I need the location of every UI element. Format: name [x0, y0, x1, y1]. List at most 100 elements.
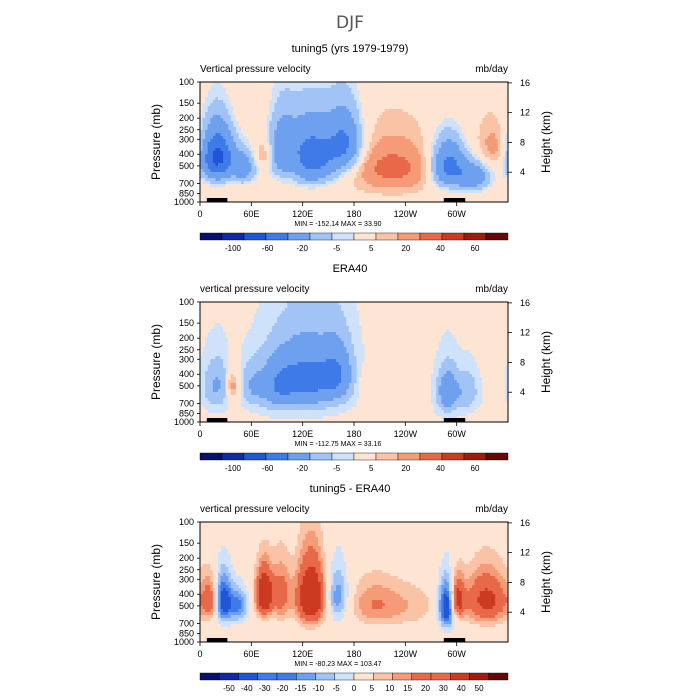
- contour-cell: [343, 154, 347, 158]
- contour-cell: [248, 130, 252, 134]
- contour-cell: [233, 199, 237, 202]
- contour-cell: [459, 151, 463, 155]
- contour-cell: [359, 154, 363, 158]
- contour-cell: [366, 169, 370, 173]
- contour-cell: [354, 163, 357, 167]
- contour-cell: [410, 100, 414, 104]
- contour-cell: [451, 160, 455, 164]
- contour-cell: [253, 199, 257, 202]
- contour-cell: [323, 130, 327, 134]
- colorbar-label: 40: [436, 244, 445, 253]
- contour-cell: [466, 184, 470, 188]
- contour-cell: [305, 130, 309, 134]
- contour-cell: [425, 106, 429, 110]
- contour-cell: [274, 142, 278, 146]
- contour-cell: [410, 148, 414, 152]
- contour-cell: [505, 193, 508, 197]
- contour-cell: [371, 196, 375, 200]
- contour-cell: [320, 151, 324, 155]
- contour-cell: [497, 130, 501, 134]
- contour-cell: [490, 106, 493, 110]
- contour-cell: [330, 139, 334, 143]
- contour-cell: [464, 85, 468, 89]
- contour-cell: [405, 302, 409, 306]
- contour-cell: [330, 302, 334, 306]
- contour-cell: [415, 139, 419, 143]
- contour-cell: [233, 154, 237, 158]
- contour-cell: [312, 142, 316, 146]
- contour-cell: [282, 103, 286, 107]
- contour-cell: [341, 302, 345, 306]
- contour-cell: [371, 100, 375, 104]
- contour-cell: [297, 139, 301, 143]
- contour-cell: [341, 115, 345, 119]
- contour-cell: [253, 193, 257, 197]
- contour-cell: [302, 178, 306, 182]
- contour-cell: [497, 88, 501, 92]
- contour-cell: [454, 160, 458, 164]
- contour-cell: [261, 115, 265, 119]
- contour-cell: [348, 130, 352, 134]
- contour-cell: [253, 82, 257, 86]
- contour-cell: [366, 193, 370, 197]
- contour-cell: [384, 181, 388, 185]
- contour-cell: [220, 148, 224, 152]
- contour-cell: [202, 136, 206, 140]
- contour-cell: [392, 151, 396, 155]
- contour-cell: [505, 163, 508, 167]
- contour-cell: [461, 151, 465, 155]
- contour-cell: [300, 199, 304, 202]
- contour-cell: [348, 91, 352, 95]
- contour-cell: [361, 178, 365, 182]
- contour-cell: [210, 82, 214, 86]
- contour-cell: [387, 193, 391, 197]
- contour-cell: [428, 199, 432, 202]
- contour-cell: [354, 169, 357, 173]
- contour-cell: [423, 163, 427, 167]
- contour-cell: [492, 106, 496, 110]
- contour-cell: [289, 184, 293, 188]
- contour-cell: [405, 97, 409, 101]
- contour-cell: [202, 178, 206, 182]
- contour-cell: [456, 157, 460, 161]
- contour-cell: [325, 115, 329, 119]
- contour-cell: [472, 112, 476, 116]
- contour-cell: [223, 154, 227, 158]
- contour-cell: [497, 118, 501, 122]
- contour-cell: [487, 172, 491, 176]
- contour-cell: [407, 91, 411, 95]
- contour-cell: [456, 169, 460, 173]
- contour-cell: [502, 97, 506, 101]
- contour-cell: [223, 172, 227, 176]
- contour-cell: [307, 124, 311, 128]
- contour-cell: [305, 154, 309, 158]
- contour-cell: [256, 139, 260, 143]
- contour-cell: [225, 85, 229, 89]
- contour-cell: [300, 94, 304, 98]
- contour-cell: [495, 94, 499, 98]
- contour-cell: [441, 100, 445, 104]
- contour-cell: [500, 151, 504, 155]
- contour-cell: [456, 136, 460, 140]
- contour-cell: [292, 302, 296, 306]
- contour-cell: [482, 133, 486, 137]
- contour-cell: [318, 157, 322, 161]
- contour-cell: [395, 103, 399, 107]
- contour-cell: [261, 157, 265, 161]
- contour-cell: [325, 302, 329, 306]
- contour-cell: [479, 181, 483, 185]
- contour-cell: [310, 187, 314, 191]
- contour-cell: [410, 196, 414, 200]
- contour-cell: [418, 100, 422, 104]
- contour-cell: [377, 157, 381, 161]
- y-axis-label: Pressure (mb): [149, 104, 163, 180]
- contour-cell: [477, 85, 481, 89]
- contour-cell: [490, 148, 493, 152]
- contour-cell: [297, 145, 301, 149]
- contour-cell: [253, 190, 257, 194]
- contour-cell: [423, 130, 427, 134]
- contour-cell: [384, 124, 388, 128]
- contour-cell: [477, 91, 481, 95]
- contour-cell: [418, 154, 422, 158]
- contour-cell: [431, 91, 434, 95]
